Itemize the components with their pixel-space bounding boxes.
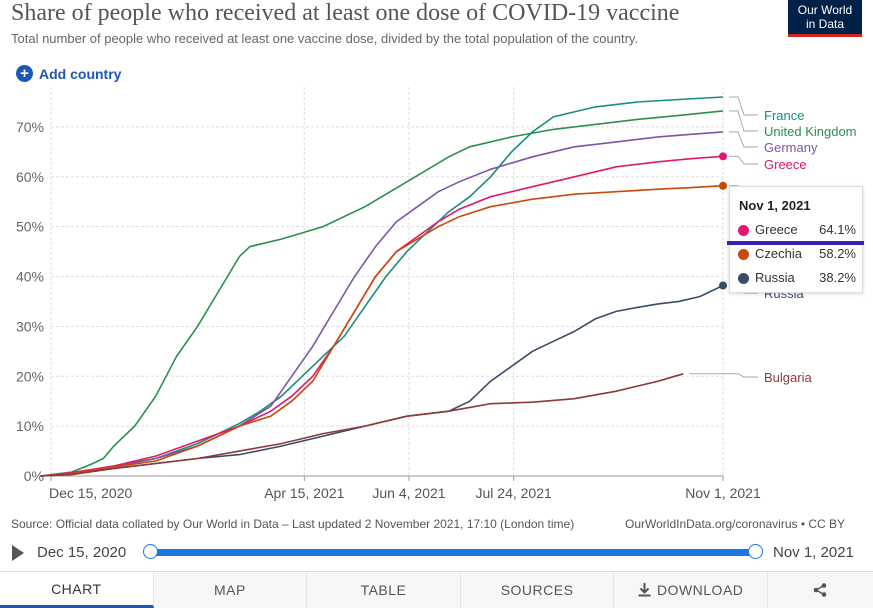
end-marker-greece xyxy=(719,152,727,161)
chart-tooltip: Nov 1, 2021 Greece 64.1% Czechia 58.2% R… xyxy=(729,186,863,293)
y-tick-label: 40% xyxy=(16,269,44,285)
end-marker-czechia xyxy=(719,181,727,190)
end-marker-russia xyxy=(719,281,727,290)
legend-connector xyxy=(729,131,758,148)
y-tick-label: 0% xyxy=(24,468,44,484)
logo-line-2: in Data xyxy=(805,17,845,31)
share-icon xyxy=(814,583,827,597)
tab-bar: CHART MAP TABLE SOURCES DOWNLOAD xyxy=(0,571,873,608)
owid-logo[interactable]: Our World in Data xyxy=(788,0,862,37)
tooltip-row-greece: Greece 64.1% xyxy=(738,222,856,240)
download-icon xyxy=(638,583,651,597)
timeline-end-label: Nov 1, 2021 xyxy=(773,544,854,561)
tab-share[interactable] xyxy=(767,572,873,608)
series-line-germany[interactable] xyxy=(40,131,724,477)
selection-highlight-bar xyxy=(727,241,864,245)
timeline-start-label: Dec 15, 2020 xyxy=(37,544,127,561)
y-tick-label: 20% xyxy=(16,368,44,384)
x-tick-label: Nov 1, 2021 xyxy=(685,485,761,501)
tooltip-name: Russia xyxy=(755,270,795,285)
tooltip-row-russia: Russia 38.2% xyxy=(738,270,856,288)
tooltip-row-czechia: Czechia 58.2% xyxy=(738,246,856,264)
x-axis: Dec 15, 2020 Apr 15, 2021 Jun 4, 2021 Jul 2… xyxy=(49,476,761,501)
series-line-france[interactable] xyxy=(40,96,724,477)
tooltip-value: 38.2% xyxy=(819,270,856,285)
legend-label-bulgaria[interactable]: Bulgaria xyxy=(764,370,812,385)
play-icon[interactable] xyxy=(12,545,24,561)
series-line-bulgaria[interactable] xyxy=(40,373,684,477)
y-tick-label: 50% xyxy=(16,219,44,235)
y-axis: 0% 10% 20% 30% 40% 50% 60% 70% xyxy=(16,119,44,484)
tab-table[interactable]: TABLE xyxy=(307,572,461,608)
timeline[interactable]: Dec 15, 2020 Nov 1, 2021 xyxy=(0,540,873,566)
legend-label-france[interactable]: France xyxy=(764,108,804,123)
y-tick-label: 70% xyxy=(16,119,44,135)
y-tick-label: 10% xyxy=(16,418,44,434)
legend-connector xyxy=(729,96,758,116)
series-line-united-kingdom[interactable] xyxy=(40,110,724,477)
add-country-button[interactable]: + Add country xyxy=(16,65,121,82)
series-line-russia[interactable] xyxy=(40,284,724,477)
legend-connector xyxy=(729,155,758,165)
legend-label-greece[interactable]: Greece xyxy=(764,157,807,172)
timeline-end-handle[interactable] xyxy=(748,544,763,559)
timeline-start-handle[interactable] xyxy=(143,544,158,559)
x-tick-label: Dec 15, 2020 xyxy=(49,485,132,501)
license-note[interactable]: OurWorldInData.org/coronavirus • CC BY xyxy=(625,517,846,531)
download-label: DOWNLOAD xyxy=(656,582,744,598)
logo-line-1: Our World xyxy=(797,3,853,17)
timeline-track[interactable] xyxy=(151,549,755,556)
tooltip-value: 64.1% xyxy=(819,222,856,237)
tab-download[interactable]: DOWNLOAD xyxy=(614,572,768,608)
y-tick-label: 30% xyxy=(16,318,44,334)
tooltip-name: Greece xyxy=(755,222,798,237)
source-note[interactable]: Source: Official data collated by Our Wo… xyxy=(11,517,575,531)
tooltip-value: 58.2% xyxy=(819,246,856,261)
tooltip-dot-greece xyxy=(738,225,749,236)
chart-subtitle: Total number of people who received at l… xyxy=(11,31,639,46)
legend-label-germany[interactable]: Germany xyxy=(764,140,818,155)
legend-label-united-kingdom[interactable]: United Kingdom xyxy=(764,124,857,139)
add-country-label: Add country xyxy=(39,65,122,82)
x-tick-label: Jun 4, 2021 xyxy=(372,485,445,501)
chart-grid xyxy=(50,87,724,477)
tooltip-dot-czechia xyxy=(738,249,749,260)
tooltip-dot-russia xyxy=(738,273,749,284)
x-tick-label: Apr 15, 2021 xyxy=(264,485,344,501)
tab-chart[interactable]: CHART xyxy=(0,572,154,608)
chart-title: Share of people who received at least on… xyxy=(11,0,680,26)
series-line-czechia[interactable] xyxy=(40,184,724,477)
tab-sources[interactable]: SOURCES xyxy=(460,572,615,608)
tooltip-name: Czechia xyxy=(755,246,802,261)
series-lines xyxy=(40,96,727,477)
tab-map[interactable]: MAP xyxy=(153,572,308,608)
legend-connector xyxy=(729,110,758,132)
logo-accent-bar xyxy=(788,34,862,37)
y-tick-label: 60% xyxy=(16,169,44,185)
legend-connector xyxy=(689,373,758,378)
x-tick-label: Jul 24, 2021 xyxy=(476,485,552,501)
tooltip-date: Nov 1, 2021 xyxy=(739,198,811,213)
plus-icon: + xyxy=(16,65,33,82)
series-line-greece[interactable] xyxy=(40,155,724,477)
